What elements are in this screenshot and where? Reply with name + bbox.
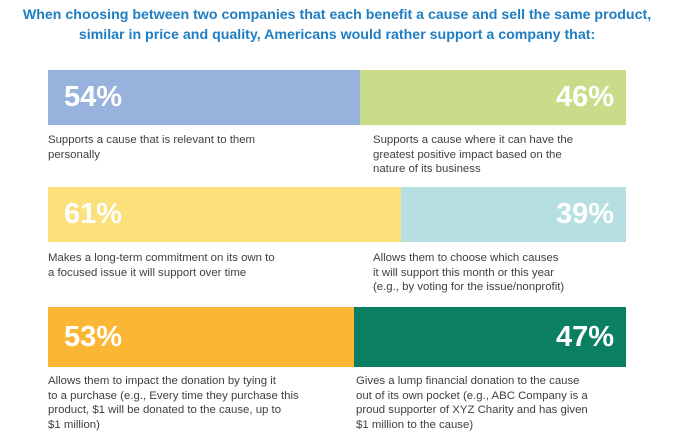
description-line: personally <box>48 148 100 161</box>
description-line: $1 million to the cause) <box>356 418 474 431</box>
bar-row-3: 53% 47% <box>48 307 626 367</box>
description-line: Gives a lump financial donation to the c… <box>356 375 580 387</box>
description-line: product, $1 will be donated to the cause… <box>48 404 282 417</box>
description-line: a focused issue it will support over tim… <box>48 266 247 279</box>
bar-segment-3-right: 47% <box>354 307 626 367</box>
chart-title-line-2: similar in price and quality, Americans … <box>78 27 596 43</box>
data-label-1-left: 54% <box>64 81 123 113</box>
data-label-1-right: 46% <box>555 81 614 113</box>
description-line: (e.g., by voting for the issue/nonprofit… <box>373 281 565 294</box>
bar-segment-3-left: 53% <box>48 307 354 367</box>
bar-row-1: 54% 46% <box>48 70 626 125</box>
description-line: nature of its business <box>373 163 481 176</box>
description-2-left: Makes a long-term commitment on its own … <box>48 251 378 280</box>
description-line: $1 million) <box>48 418 100 431</box>
description-1-right: Supports a cause where it can have the gr… <box>373 133 670 177</box>
bar-segment-1-left: 54% <box>48 70 360 125</box>
description-3-left: Allows them to impact the donation by ty… <box>48 374 368 432</box>
description-line: to a purchase (e.g., Every time they pur… <box>48 389 299 402</box>
bar-segment-2-right: 39% <box>401 187 626 242</box>
data-label-2-right: 39% <box>555 198 614 230</box>
description-line: Supports a cause that is relevant to the… <box>48 134 256 146</box>
description-line: Allows them to choose which causes <box>373 252 559 264</box>
description-line: greatest positive impact based on the <box>373 148 562 161</box>
description-2-right: Allows them to choose which causes it wil… <box>373 251 670 295</box>
description-3-right: Gives a lump financial donation to the c… <box>356 374 670 432</box>
description-line: Supports a cause where it can have the <box>373 134 574 146</box>
description-line: Makes a long-term commitment on its own … <box>48 252 275 264</box>
data-label-3-left: 53% <box>64 320 123 353</box>
chart-title: When choosing between two companies that… <box>0 5 674 45</box>
data-label-2-left: 61% <box>64 198 123 230</box>
description-line: proud supporter of XYZ Charity and has g… <box>356 404 588 417</box>
chart-title-line-1: When choosing between two companies that… <box>22 7 652 23</box>
data-label-3-right: 47% <box>555 320 614 353</box>
description-line: Allows them to impact the donation by ty… <box>48 375 276 387</box>
description-line: out of its own pocket (e.g., ABC Company… <box>356 389 588 402</box>
bar-segment-1-right: 46% <box>360 70 626 125</box>
bar-row-2: 61% 39% <box>48 187 626 242</box>
description-line: it will support this month or this year <box>373 266 555 279</box>
description-1-left: Supports a cause that is relevant to the… <box>48 133 308 162</box>
bar-segment-2-left: 61% <box>48 187 401 242</box>
